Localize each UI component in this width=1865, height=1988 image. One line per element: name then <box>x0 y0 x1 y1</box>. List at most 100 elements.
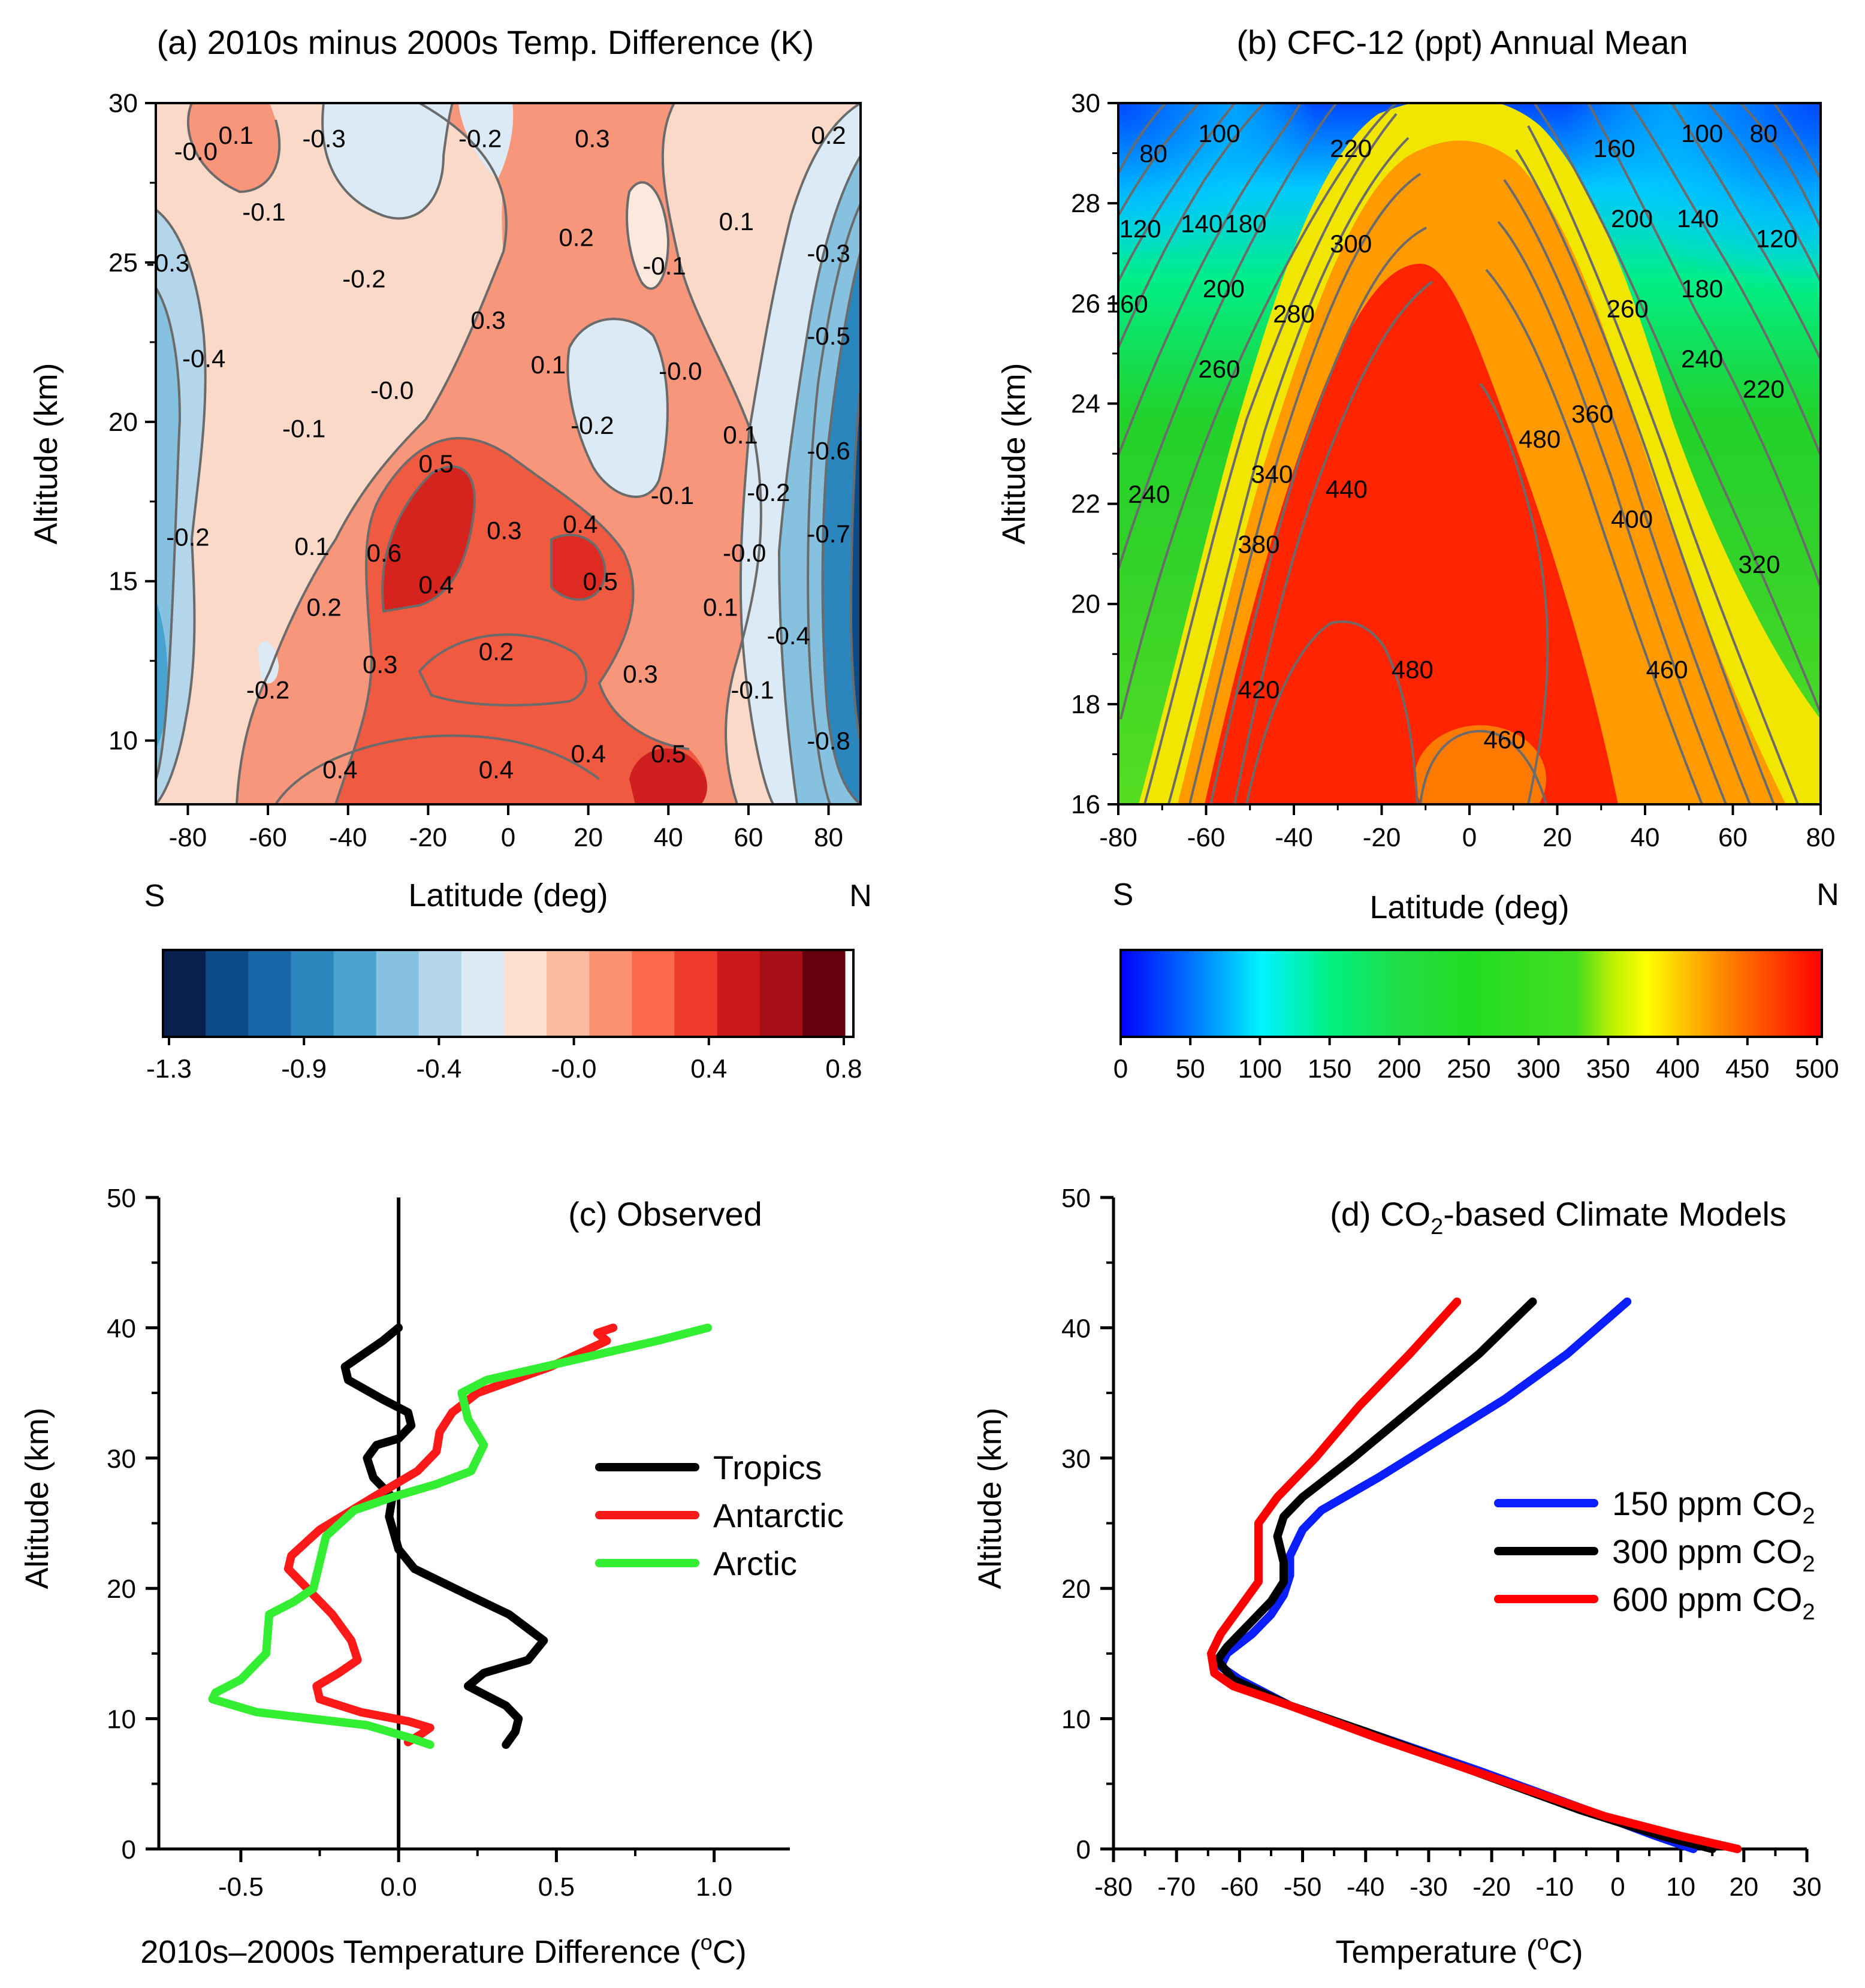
panel-a-contour-label: 0.3 <box>623 660 657 688</box>
panel-a-contour-label: -0.2 <box>747 478 790 506</box>
panel-a-contour-label: 0.2 <box>306 593 341 621</box>
panel-b-xtick-label: -40 <box>1275 823 1313 852</box>
panel-a-contour-label: -0.2 <box>571 411 614 439</box>
panel-b-contour-label: 220 <box>1330 134 1372 162</box>
panel-a-contour-label: -0.1 <box>282 414 325 442</box>
panel-a-blue-top <box>322 103 452 219</box>
panel-b-colorbar-gradient <box>1121 950 1822 1037</box>
panel-d-ytick-label: 40 <box>1061 1314 1091 1343</box>
panel-a-contour-label: -0.5 <box>807 322 850 350</box>
panel-d-xtick-label: 20 <box>1729 1872 1758 1902</box>
panel-d-title: (d) CO2-based Climate Models <box>1330 1195 1786 1239</box>
panel-c-ytick-label: 10 <box>107 1705 136 1734</box>
panel-a-contour-label: -0.0 <box>370 376 414 405</box>
panel-b-contour-label: 120 <box>1756 225 1798 253</box>
panel-b-heatmap <box>1118 103 1821 804</box>
panel-a-colorbar-swatch <box>504 950 547 1037</box>
panel-c-title: (c) Observed <box>568 1195 762 1233</box>
panel-a-colorbar-label: 0.8 <box>825 1054 862 1084</box>
panel-c-legend-label-arctic: Arctic <box>713 1544 797 1582</box>
panel-a-colorbar-swatch <box>461 950 505 1037</box>
panel-b-colorbar-label: 100 <box>1238 1054 1282 1084</box>
panel-b-contour-label: 300 <box>1330 230 1372 258</box>
panel-b-contour-label: 240 <box>1681 345 1723 373</box>
panel-d-xtick-label: -20 <box>1472 1872 1511 1902</box>
panel-a-colorbar-swatch <box>632 950 675 1037</box>
panel-b-contour-label: 420 <box>1238 675 1279 704</box>
panel-d-xtick-label: -30 <box>1410 1872 1448 1902</box>
panel-a-heatmap <box>156 103 861 804</box>
panel-b-corner-nw <box>1118 103 1316 259</box>
panel-a-xlabel: Latitude (deg) <box>408 877 608 913</box>
panel-b-contour-label: 180 <box>1224 210 1266 238</box>
panel-b-contour-label: 100 <box>1681 119 1723 147</box>
panel-d-xtick-label: -10 <box>1535 1872 1574 1902</box>
panel-a-ytick-label: 15 <box>108 567 138 596</box>
panel-b-contour-label: 260 <box>1198 355 1240 383</box>
panel-a-north-label: N <box>849 879 872 913</box>
panel-c-xtick-label: 0.0 <box>381 1872 417 1902</box>
panel-a-white-hole <box>627 182 668 289</box>
panel-b-contour-label: 80 <box>1139 140 1167 168</box>
panel-d-ytick-label: 10 <box>1061 1705 1091 1734</box>
panel-c-xtick-label: 0.5 <box>538 1872 575 1902</box>
panel-c-ylabel: Altitude (km) <box>19 1407 55 1589</box>
panel-d-ylabel: Altitude (km) <box>972 1407 1008 1589</box>
panel-a-contour-label: 0.1 <box>719 207 754 236</box>
panel-c-series-tropics <box>340 1323 548 1749</box>
panel-a-colorbar-label: -0.9 <box>281 1054 327 1084</box>
panel-d-xtick-label: -40 <box>1347 1872 1385 1902</box>
panel-c-legend-label-tropics: Tropics <box>713 1449 822 1486</box>
panel-a-axes: -80 -60 -40 -20 0 20 40 60 80 10 15 20 25 30 <box>108 89 843 852</box>
panel-d-xlabel-text: Temperature ( <box>1335 1934 1537 1970</box>
panel-a-contour-label: -0.0 <box>174 137 218 165</box>
panel-a-contour-labels: -0.00.1 -0.3 -0.2 0.3 0.2-0.1-0.30.20.1-0.1-… <box>146 121 850 783</box>
panel-b-contour-label: 280 <box>1273 300 1315 328</box>
panel-d-ytick-label: 0 <box>1076 1835 1091 1865</box>
panel-d-xtick-label: 30 <box>1792 1872 1822 1902</box>
panel-b-colorbar-frame <box>1119 949 1823 1038</box>
panel-a-xtick-label: 0 <box>501 823 515 852</box>
panel-a-colorbar-swatch <box>163 950 206 1037</box>
panel-b-south-label: S <box>1113 877 1134 912</box>
panel-b-xtick-label: 60 <box>1718 823 1748 852</box>
panel-a-xtick-label: -60 <box>249 823 287 852</box>
panel-b-contour-label: 200 <box>1203 274 1245 303</box>
panel-a-title: (a) 2010s minus 2000s Temp. Difference (… <box>157 23 814 61</box>
panel-b-ytick-label: 28 <box>1071 189 1100 218</box>
panel-a-colorbar-swatch <box>291 950 334 1037</box>
panel-a-contour-label: 0.3 <box>363 650 397 678</box>
panel-b-north-label: N <box>1816 877 1839 912</box>
panel-b-red-core <box>1205 264 1618 804</box>
panel-b-contour-label: 200 <box>1611 204 1653 233</box>
legend-label-text: 150 ppm CO <box>1612 1485 1803 1522</box>
panel-b-xtick-label: 20 <box>1543 823 1572 852</box>
panel-b-colorbar-label: 200 <box>1377 1054 1421 1084</box>
legend-label-text: 600 ppm CO <box>1612 1580 1803 1618</box>
panel-a-lightred-island-2 <box>502 103 571 360</box>
panel-a-xtick-label: 80 <box>814 823 843 852</box>
panel-a-contour-label: -0.1 <box>242 198 285 226</box>
panel-c-ytick-label: 30 <box>107 1444 136 1474</box>
panel-b-xlabel: Latitude (deg) <box>1369 889 1569 925</box>
panel-d-ytick-label: 50 <box>1061 1184 1091 1213</box>
panel-a-contour-label: -0.4 <box>182 344 225 372</box>
panel-d-xlabel-degree: o <box>1537 1930 1549 1954</box>
panel-b-contour-label: 80 <box>1749 119 1778 147</box>
panel-c-xtick-label: -0.5 <box>218 1872 264 1902</box>
panel-b-orange-blob <box>1414 725 1546 804</box>
panel-a-ytick-label: 25 <box>108 248 138 277</box>
panel-a-colorbar-swatch <box>547 950 590 1037</box>
panel-a-xtick-label: 60 <box>734 823 763 852</box>
panel-a-contour-label: 0.2 <box>811 121 846 149</box>
panel-c-legend-label-antarctic: Antarctic <box>713 1497 844 1534</box>
panel-d-series-co2_600 <box>1207 1297 1742 1853</box>
legend-label-text: 300 ppm CO <box>1612 1533 1803 1570</box>
panel-d-xlabel: Temperature (oC) <box>1335 1930 1583 1970</box>
panel-a-contour-label: 0.3 <box>487 517 521 545</box>
panel-b-contour-label: 480 <box>1519 425 1561 453</box>
panel-a-blue-right-4 <box>851 384 861 743</box>
panel-b-ytick-label: 22 <box>1071 490 1100 519</box>
panel-b-ytick-label: 24 <box>1071 389 1100 418</box>
panel-d-ytick-label: 20 <box>1061 1574 1091 1604</box>
